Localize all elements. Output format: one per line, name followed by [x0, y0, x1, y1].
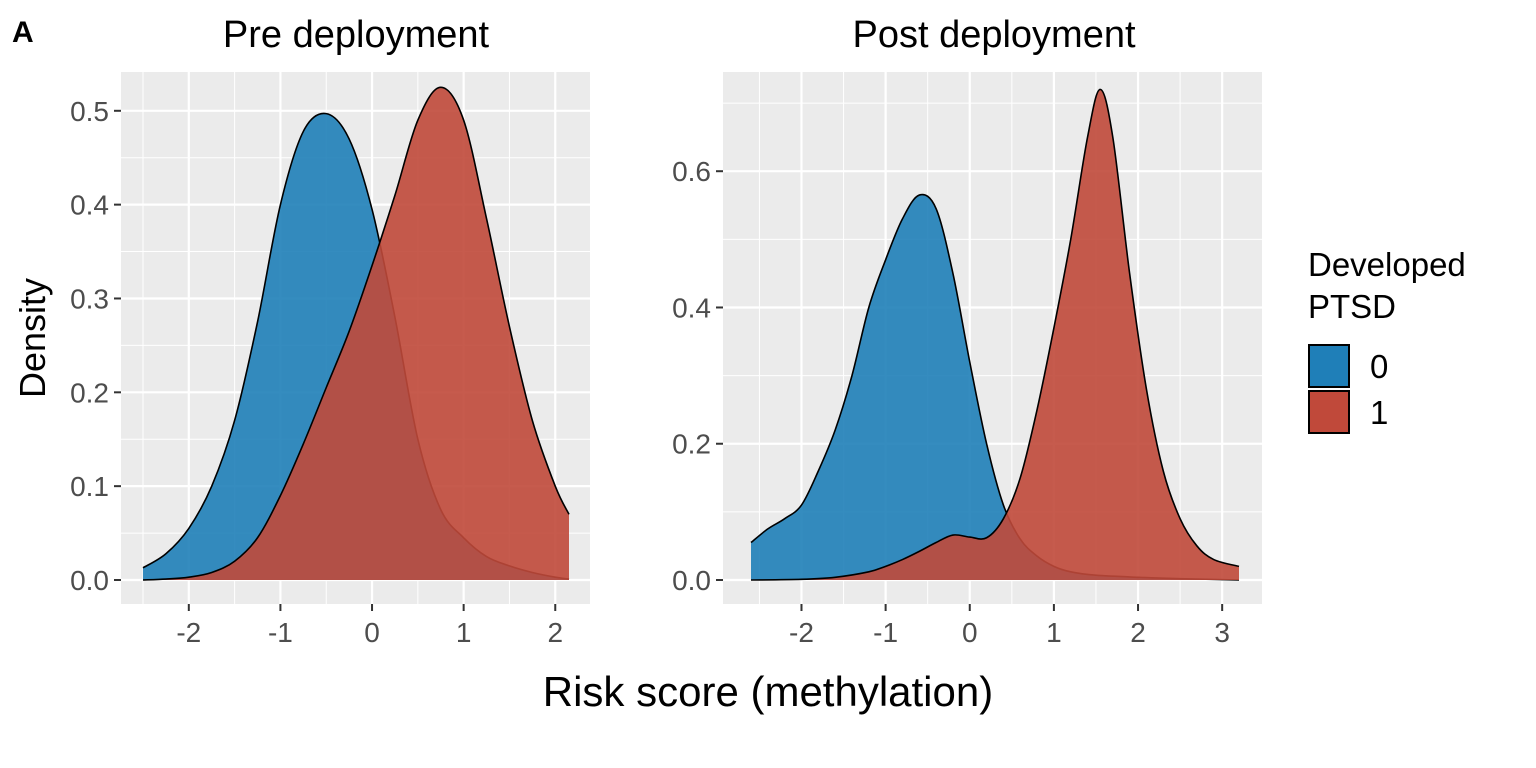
legend-title-line2: PTSD — [1308, 288, 1396, 325]
y-tick-label: 0.5 — [70, 96, 109, 127]
pre-deployment-title: Pre deployment — [223, 14, 490, 56]
post-deployment-panel: Post deployment 0.0 0.2 0.4 0.6 -2 -1 0 1 2 3 — [672, 14, 1262, 648]
density-area-1 — [143, 87, 569, 580]
density-outline-1 — [142, 86, 570, 581]
legend-label-0: 0 — [1370, 348, 1388, 385]
post-deployment-y-axis: 0.0 0.2 0.4 0.6 — [672, 156, 723, 596]
y-tick-label: 0.0 — [70, 565, 109, 596]
y-tick-label: 0.2 — [672, 429, 711, 460]
x-tick-label: 0 — [962, 617, 978, 648]
x-tick-label: 2 — [1130, 617, 1146, 648]
post-deployment-x-axis: -2 -1 0 1 2 3 — [789, 604, 1230, 648]
legend-key-0 — [1308, 344, 1350, 388]
panel-label: A — [12, 16, 34, 49]
x-tick-label: -2 — [176, 617, 201, 648]
x-tick-label: 3 — [1214, 617, 1230, 648]
pre-deployment-x-axis: -2 -1 0 1 2 — [176, 604, 563, 648]
pre-deployment-panel: Pre deployment 0.0 0.1 0.2 0.3 0.4 0.5 -2 -1 0 1… — [70, 14, 590, 648]
x-tick-label: 0 — [364, 617, 380, 648]
x-tick-label: 2 — [547, 617, 563, 648]
post-deployment-title: Post deployment — [852, 14, 1135, 56]
density-outline-1 — [750, 88, 1240, 581]
y-axis-title: Density — [12, 278, 53, 398]
x-tick-label: -1 — [268, 617, 293, 648]
y-tick-label: 0.4 — [70, 190, 109, 221]
x-tick-label: 1 — [1046, 617, 1062, 648]
legend-key-1 — [1308, 390, 1350, 434]
density-area-0 — [751, 194, 1239, 580]
pre-deployment-y-axis: 0.0 0.1 0.2 0.3 0.4 0.5 — [70, 96, 121, 596]
y-tick-label: 0.0 — [672, 565, 711, 596]
y-tick-label: 0.3 — [70, 283, 109, 314]
x-tick-label: 1 — [456, 617, 472, 648]
y-tick-label: 0.2 — [70, 377, 109, 408]
legend: Developed PTSD 0 1 — [1308, 246, 1466, 434]
pre-deployment-density-areas — [142, 86, 570, 581]
x-tick-label: -2 — [789, 617, 814, 648]
y-tick-label: 0.6 — [672, 156, 711, 187]
legend-title-line1: Developed — [1308, 246, 1466, 283]
post-deployment-density-areas — [750, 88, 1240, 581]
legend-label-1: 1 — [1370, 394, 1388, 431]
x-tick-label: -1 — [873, 617, 898, 648]
y-tick-label: 0.1 — [70, 471, 109, 502]
density-area-1 — [751, 89, 1239, 580]
x-axis-title: Risk score (methylation) — [543, 668, 993, 715]
y-tick-label: 0.4 — [672, 292, 711, 323]
